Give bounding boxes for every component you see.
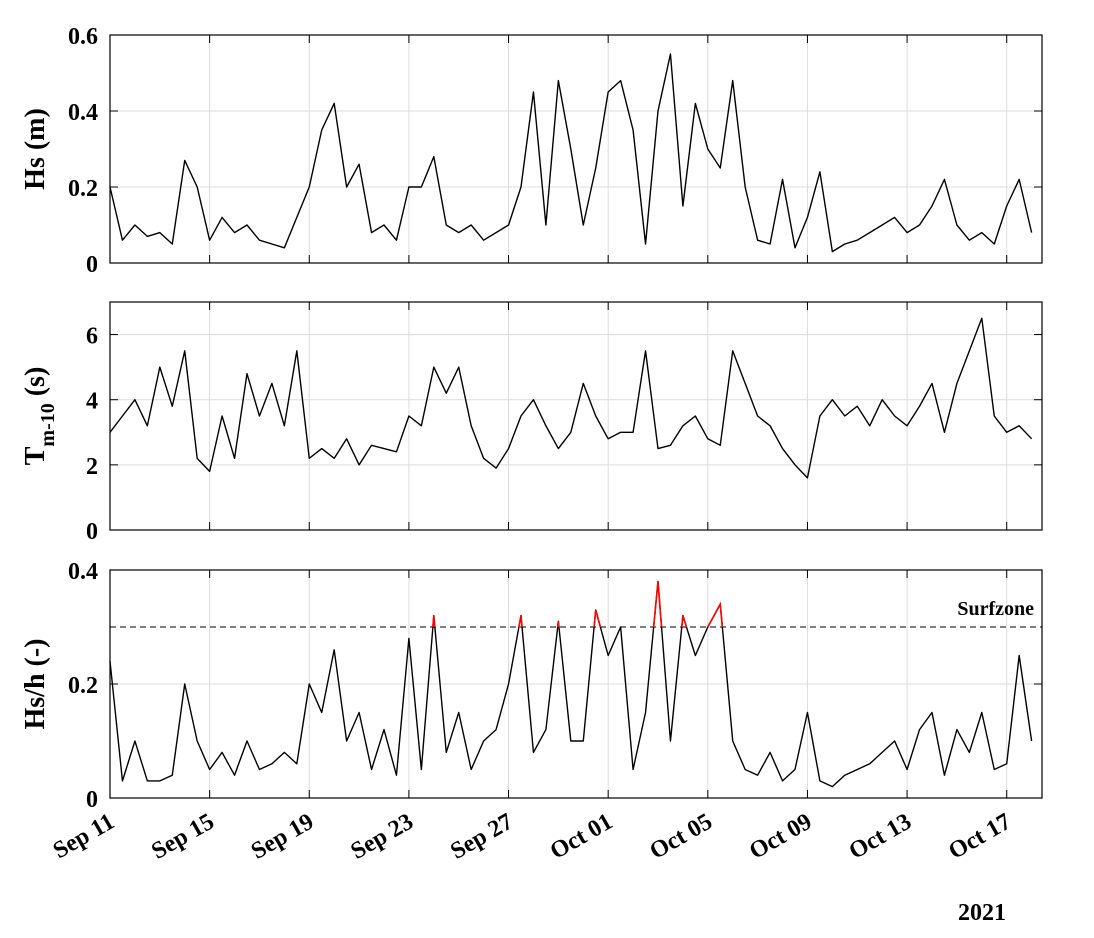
x-tick-label: Oct 05 xyxy=(646,809,717,865)
x-tick-label: Sep 11 xyxy=(49,809,119,865)
y-axis-label: Hs (m) xyxy=(20,108,51,190)
panel: 0 2 4 6 Tm-10 (s) xyxy=(20,301,1043,545)
y-tick-label: 0.2 xyxy=(68,176,98,202)
y-tick-label: 0.4 xyxy=(68,100,98,126)
data-line xyxy=(109,317,1033,479)
x-tick-label: Oct 13 xyxy=(845,809,916,865)
y-tick-label: 6 xyxy=(86,324,98,350)
x-tick-label: Sep 27 xyxy=(446,809,517,865)
plot-frame xyxy=(109,569,1043,799)
x-axis-year: 2021 xyxy=(958,900,1006,926)
plot-frame xyxy=(109,301,1043,531)
y-tick-label: 0 xyxy=(86,252,98,278)
y-tick-label: 0.6 xyxy=(68,24,98,50)
plot-frame xyxy=(109,34,1043,264)
y-tick-label: 4 xyxy=(86,389,98,415)
y-tick-label: 0 xyxy=(86,787,98,813)
y-tick-label: 2 xyxy=(86,454,98,480)
x-tick-label: Oct 09 xyxy=(745,809,816,865)
threshold-label: Surfzone xyxy=(957,598,1034,620)
y-tick-label: 0 xyxy=(86,519,98,545)
x-tick-label: Oct 01 xyxy=(546,809,617,865)
y-axis-label: Tm-10 (s) xyxy=(20,367,59,466)
data-line xyxy=(109,580,1033,788)
x-tick-label: Sep 23 xyxy=(347,809,418,865)
x-tick-label: Sep 15 xyxy=(147,809,218,865)
y-tick-label: 0.4 xyxy=(68,559,98,585)
y-axis-label: Hs/h (-) xyxy=(20,639,51,730)
y-axis-label-part: T xyxy=(20,446,51,465)
y-tick-label: 0.2 xyxy=(68,673,98,699)
x-tick-label: Sep 19 xyxy=(247,809,318,865)
y-axis-label-part: Hs/h (-) xyxy=(20,639,51,730)
data-line xyxy=(109,53,1033,253)
y-axis-label-part: (s) xyxy=(20,367,51,404)
panel: 0 0.2 0.4 Sep 11 Sep 15 Sep 19 Sep 23 Sep 27 Oct… xyxy=(20,559,1043,865)
y-axis-label-part: m-10 xyxy=(37,403,59,446)
panel: 0 0.2 0.4 0.6 Hs (m) xyxy=(20,24,1043,278)
x-tick-label: Oct 17 xyxy=(944,809,1015,865)
y-axis-label-part: Hs (m) xyxy=(20,108,51,190)
